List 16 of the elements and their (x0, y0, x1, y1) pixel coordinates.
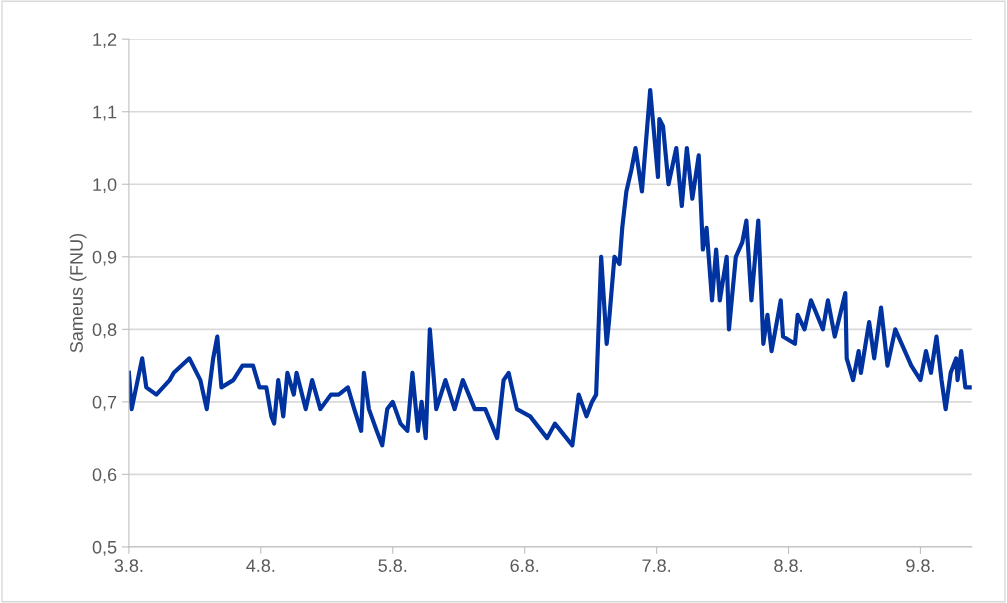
x-tick-label: 5.8. (378, 559, 407, 572)
y-tick-label: 0,9 (92, 250, 117, 266)
y-tick-label: 0,8 (92, 323, 117, 339)
x-tick-label: 9.8. (906, 559, 934, 572)
x-tick-label: 7.8. (642, 559, 671, 572)
x-tick-label: 3.8. (114, 559, 143, 572)
y-tick-label: 1,2 (93, 33, 117, 49)
y-tick-label: 0,7 (92, 395, 117, 411)
x-tick-label: 4.8. (246, 559, 275, 572)
y-tick-label: 1,0 (93, 178, 117, 194)
x-tick-label: 8.8. (774, 559, 802, 572)
y-tick-label: 0,5 (92, 540, 117, 556)
y-axis-title: Sameus (FNU) (69, 233, 87, 353)
y-tick-label: 1,1 (93, 105, 117, 121)
y-tick-label: 0,6 (92, 468, 117, 484)
x-tick-label: 6.8. (510, 559, 539, 572)
